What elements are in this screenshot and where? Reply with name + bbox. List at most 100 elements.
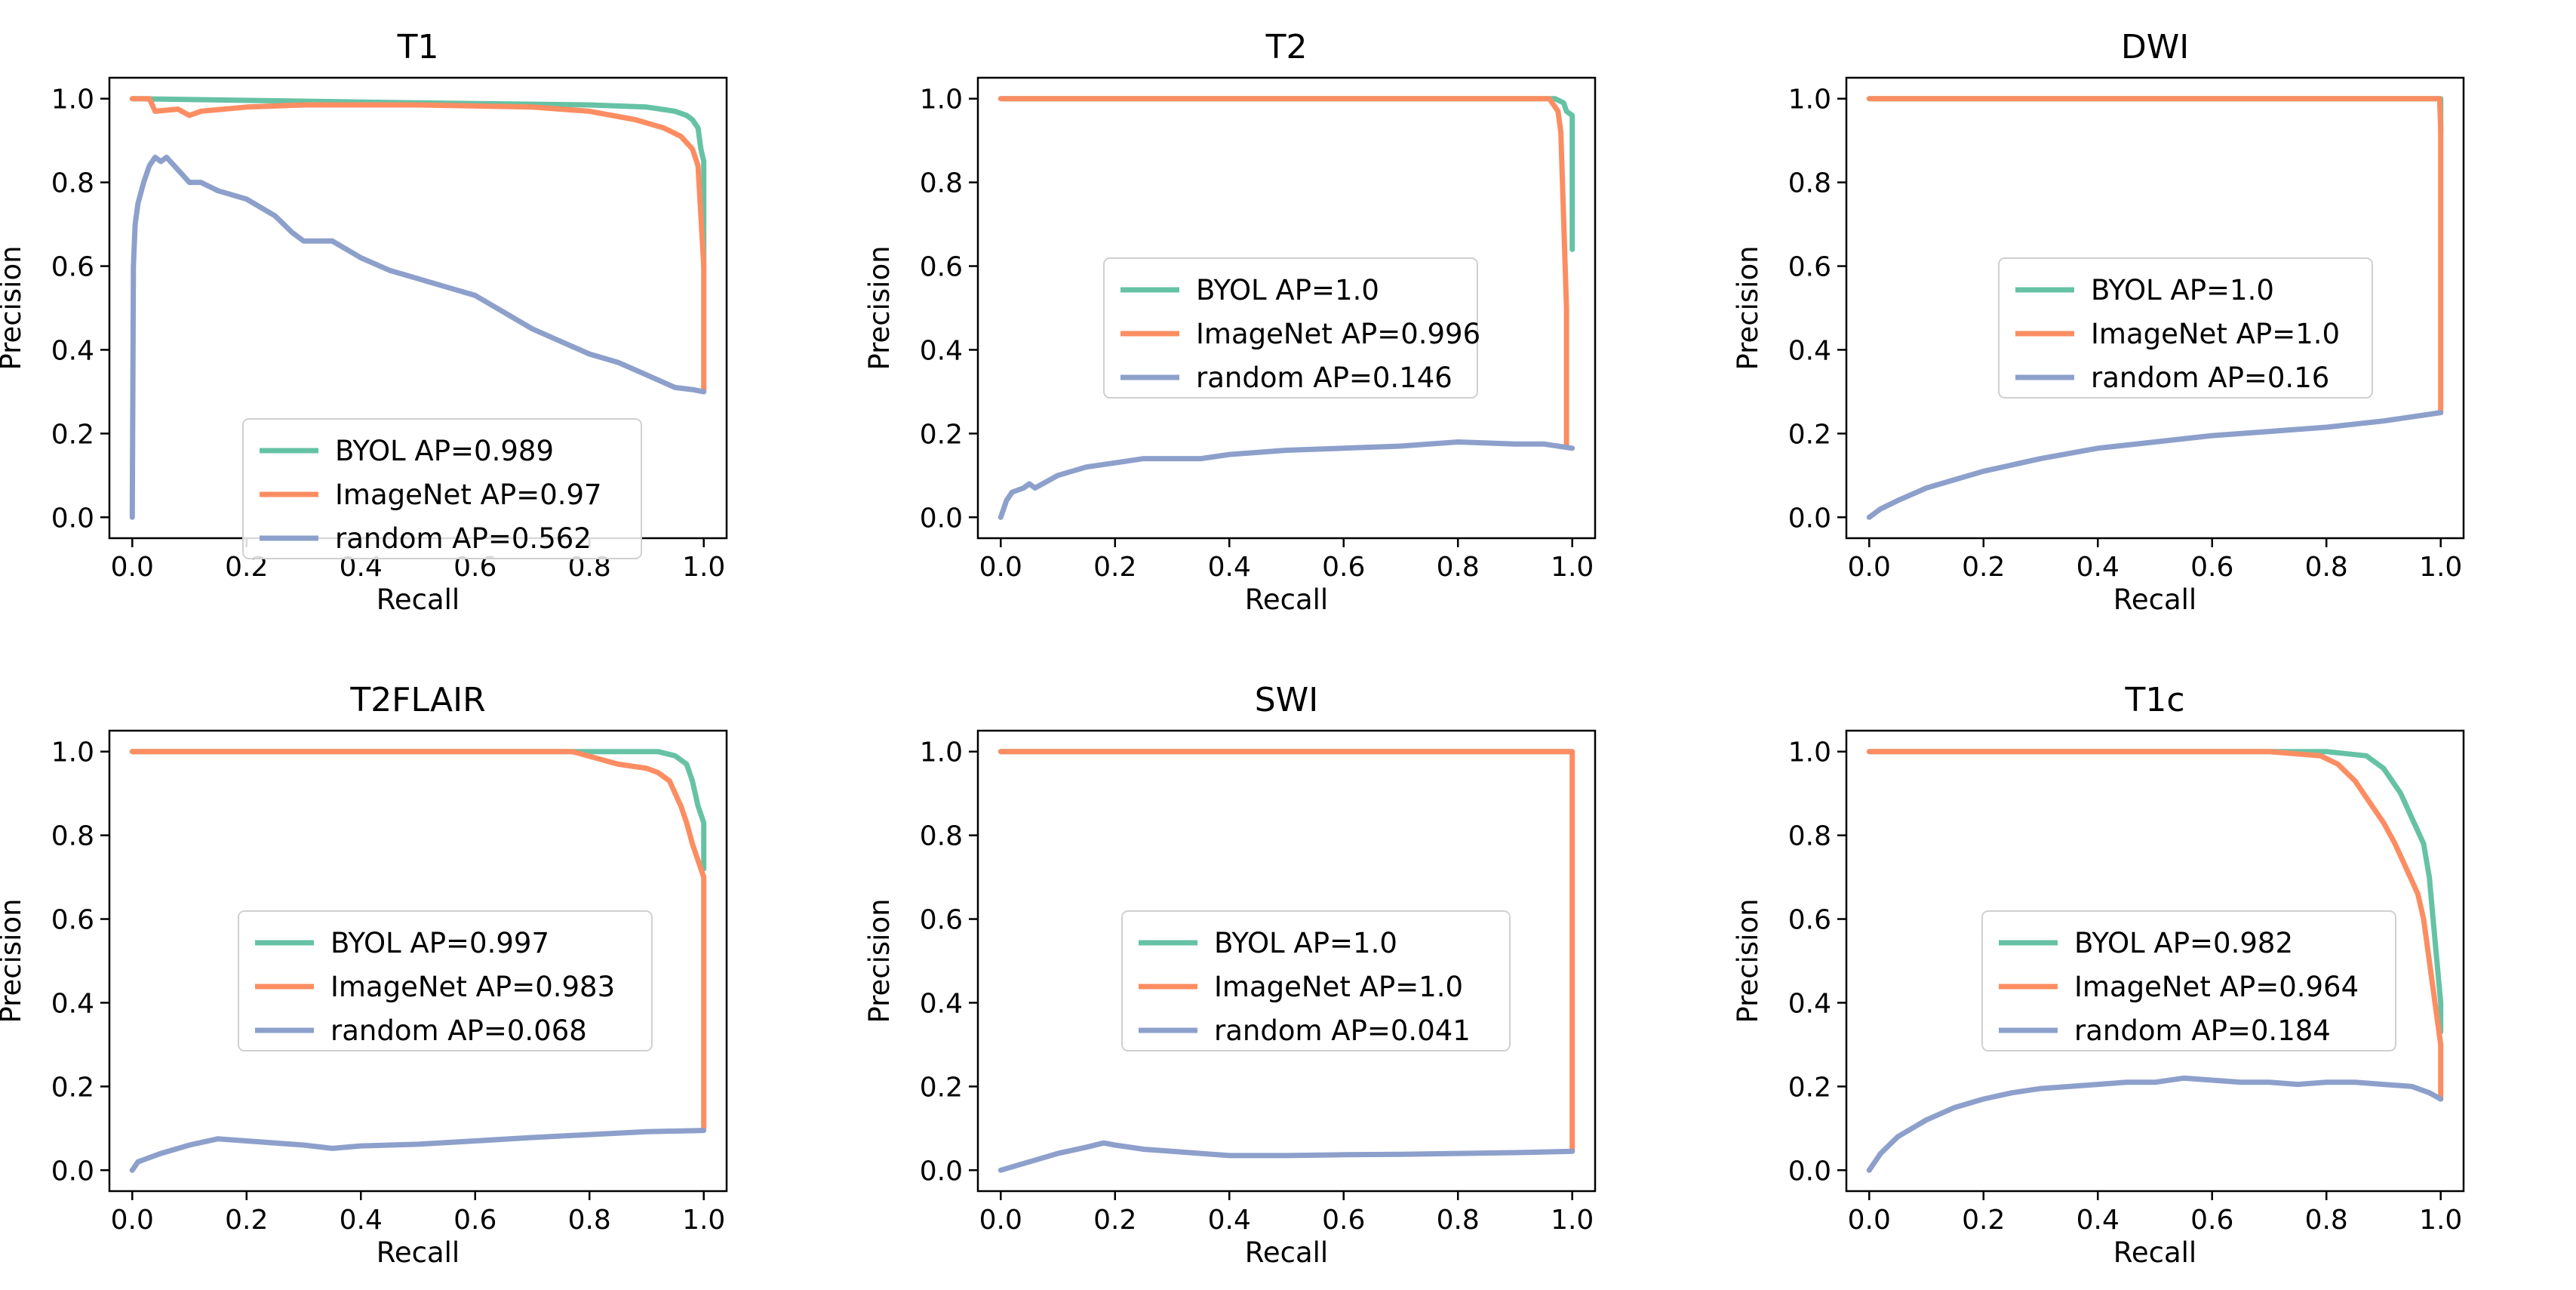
x-tick-label: 0.8: [2305, 552, 2348, 583]
legend-label-imagenet: ImageNet AP=1.0: [2091, 318, 2340, 350]
legend-label-byol: BYOL AP=1.0: [2091, 274, 2274, 306]
y-tick-label: 0.4: [920, 988, 963, 1019]
y-tick-label: 0.6: [51, 905, 94, 936]
series-line-byol: [1866, 749, 2444, 1035]
y-tick-label: 0.4: [1788, 988, 1831, 1019]
axes-frame: [1845, 76, 2465, 540]
x-tick-label: 0.6: [2190, 1205, 2233, 1236]
y-axis-label: Precision: [1732, 898, 1764, 1023]
x-tick-label: 1.0: [2419, 1205, 2462, 1236]
series-line-imagenet: [998, 749, 1575, 1154]
x-axis-label: Recall: [377, 583, 460, 616]
y-tick-label: 0.8: [1788, 821, 1831, 852]
legend-box: [1103, 257, 1478, 399]
legend-label-byol: BYOL AP=0.982: [2074, 927, 2293, 959]
series-group: [998, 96, 1575, 520]
series-line-imagenet: [1866, 749, 2444, 1102]
legend-box: [238, 910, 653, 1051]
x-axis-label: Recall: [377, 1236, 460, 1269]
chart-panel-t1: T10.0 0.2 0.4 0.6 0.8 1.00.00.20.40.60.81.0Re…: [0, 28, 728, 616]
legend-label-random: random AP=0.041: [1214, 1014, 1471, 1047]
chart-panel-t2: T2 0.0 0.2 0.4 0.6 0.8 1.0 0.0 0.2 0.4 0.6 0.8 1.0 Re…: [863, 28, 1597, 616]
x-tick-label: 0.4: [340, 1205, 383, 1236]
series-line-byol: [129, 749, 707, 872]
x-tick-label: 0.8: [1437, 552, 1480, 583]
x-tick-label: 0.0: [111, 552, 154, 583]
x-tick-label: 0.4: [2076, 1205, 2120, 1236]
series-group: [1866, 749, 2444, 1173]
y-axis-label: Precision: [863, 898, 896, 1023]
series-line-imagenet: [1866, 96, 2444, 416]
x-tick-label: 0.2: [1093, 552, 1136, 583]
legend-box: [1998, 257, 2373, 399]
y-tick-label: 0.6: [1788, 905, 1831, 936]
axes-frame: [1845, 729, 2465, 1193]
series-line-byol: [998, 96, 1575, 252]
y-tick-label: 0.4: [1788, 335, 1831, 366]
y-tick-label: 0.2: [1788, 419, 1831, 450]
legend-box: [242, 418, 642, 559]
y-tick-label: 1.0: [920, 737, 963, 768]
chart-panel-t2flair: T2FLAIR 0.0 0.2 0.4 0.6 0.8 1.0 0.0 0.2 0.4 0.6 0.8…: [0, 681, 728, 1269]
x-tick-label: 0.0: [1848, 1205, 1891, 1236]
y-tick-label: 0.2: [1788, 1072, 1831, 1103]
series-line-random: [1866, 1075, 2444, 1173]
y-tick-label: 0.8: [51, 168, 94, 199]
y-tick-label: 0.6: [920, 905, 963, 936]
x-tick-label: 0.0: [111, 1205, 154, 1236]
chart-panel-t1c: T1c 0.0 0.2 0.4 0.6 0.8 1.0 0.0 0.2 0.4 0.6 0.8 1.0 R…: [1732, 681, 2465, 1269]
series-line-random: [129, 154, 707, 520]
chart-title: SWI: [1255, 681, 1318, 719]
y-tick-label: 0.0: [51, 503, 94, 534]
y-tick-label: 0.0: [920, 1156, 963, 1187]
chart-panel-swi: SWI 0.0 0.2 0.4 0.6 0.8 1.0 0.0 0.2 0.4 0.6 0.8 1.0 R…: [863, 681, 1597, 1269]
legend-label-random: random AP=0.184: [2074, 1014, 2331, 1047]
y-tick-label: 0.2: [920, 419, 963, 450]
legend-label-random: random AP=0.146: [1196, 362, 1452, 394]
x-tick-label: 0.6: [453, 1205, 496, 1236]
series-group: [129, 96, 707, 520]
x-tick-label: 0.2: [1962, 552, 2005, 583]
y-tick-label: 0.4: [51, 988, 94, 1019]
series-line-random: [998, 439, 1575, 520]
legend-label-byol: BYOL AP=1.0: [1196, 274, 1379, 306]
series-line-random: [998, 1140, 1575, 1173]
y-tick-label: 1.0: [51, 737, 94, 768]
series-line-imagenet: [129, 96, 707, 395]
y-tick-label: 1.0: [51, 85, 94, 115]
x-tick-label: 0.8: [2305, 1205, 2348, 1236]
x-tick-label: 0.4: [1208, 1205, 1251, 1236]
legend-label-random: random AP=0.562: [335, 522, 592, 555]
chart-title: T2: [1265, 28, 1308, 66]
y-tick-label: 0.6: [1788, 252, 1831, 283]
y-tick-label: 0.8: [920, 821, 963, 852]
y-tick-label: 1.0: [1788, 85, 1831, 115]
x-tick-label: 0.8: [1437, 1205, 1480, 1236]
x-tick-label: 0.2: [1093, 1205, 1136, 1236]
chart-panel-dwi: DWI 0.0 0.2 0.4 0.6 0.8 1.0 0.0 0.2 0.4 0.6 0.8 1.0 R…: [1732, 28, 2465, 616]
y-tick-label: 0.8: [51, 821, 94, 852]
y-tick-label: 1.0: [1788, 737, 1831, 768]
y-tick-label: 0.2: [920, 1072, 963, 1103]
y-axis-label: Precision: [1732, 245, 1764, 370]
legend-label-imagenet: ImageNet AP=0.97: [335, 479, 602, 511]
chart-title: T1c: [2124, 681, 2184, 719]
y-tick-label: 0.4: [51, 335, 94, 366]
chart-title: T1: [397, 28, 439, 66]
x-tick-label: 0.2: [225, 1205, 268, 1236]
x-tick-label: 1.0: [2419, 552, 2462, 583]
axes-frame: [108, 729, 728, 1193]
legend-label-byol: BYOL AP=0.997: [330, 927, 549, 959]
legend-label-random: random AP=0.16: [2091, 362, 2329, 394]
y-tick-label: 0.0: [51, 1156, 94, 1187]
y-tick-label: 0.0: [1788, 503, 1831, 534]
x-tick-label: 0.0: [979, 1205, 1022, 1236]
y-tick-label: 0.8: [1788, 168, 1831, 199]
chart-title: T2FLAIR: [349, 681, 485, 719]
legend-label-imagenet: ImageNet AP=0.996: [1196, 318, 1480, 350]
series-line-imagenet: [998, 96, 1569, 449]
y-tick-label: 0.2: [51, 419, 94, 450]
legend-label-imagenet: ImageNet AP=0.964: [2074, 971, 2359, 1003]
x-axis-label: Recall: [2113, 1236, 2196, 1269]
x-tick-label: 0.0: [1848, 552, 1891, 583]
